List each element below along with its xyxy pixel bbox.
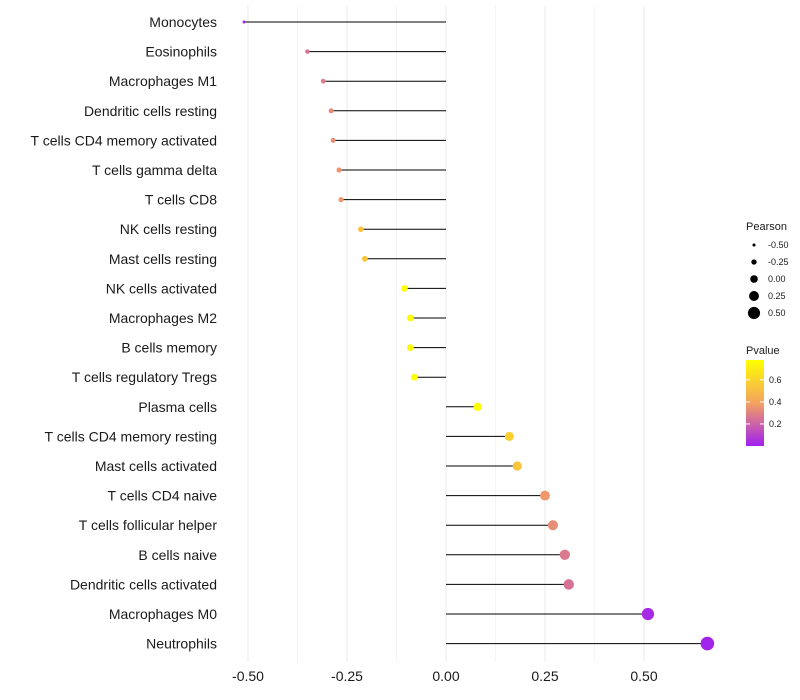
x-tick-label: -0.25 (331, 668, 363, 684)
size-legend-dot (747, 306, 761, 320)
category-label: Macrophages M0 (109, 606, 217, 622)
point (330, 137, 336, 143)
size-legend-title: Pearson (746, 221, 787, 233)
point (242, 20, 246, 24)
category-label: T cells CD4 memory resting (45, 428, 217, 444)
size-legend-dot (751, 259, 757, 265)
category-label: T cells CD4 memory activated (31, 132, 217, 148)
category-label: T cells follicular helper (79, 517, 218, 533)
category-label: Plasma cells (138, 399, 217, 415)
category-label: Mast cells activated (95, 458, 217, 474)
x-tick-label: 0.00 (432, 668, 459, 684)
category-label: T cells CD8 (145, 192, 217, 208)
point (320, 78, 326, 84)
category-label: T cells gamma delta (92, 162, 217, 178)
category-label: Dendritic cells activated (70, 576, 217, 592)
stems (244, 21, 708, 645)
category-label: B cells naive (138, 547, 217, 563)
size-legend-label: -0.25 (768, 257, 789, 267)
point (641, 607, 655, 621)
grid-lines (247, 6, 645, 662)
x-axis-ticks: -0.50 -0.25 0.00 0.25 0.50 (232, 668, 658, 684)
size-legend-label: -0.50 (768, 240, 789, 250)
point (563, 579, 574, 590)
category-label: T cells CD4 naive (108, 488, 218, 504)
size-legend-label: 0.50 (768, 308, 786, 318)
category-label: Eosinophils (145, 44, 217, 60)
x-tick-label: 0.25 (531, 668, 558, 684)
point (700, 636, 715, 651)
point (512, 461, 522, 471)
category-label: Neutrophils (146, 636, 217, 652)
point (336, 167, 342, 173)
point (328, 108, 334, 114)
category-label: Macrophages M2 (109, 310, 217, 326)
point (547, 520, 558, 531)
category-label: Mast cells resting (109, 251, 217, 267)
category-label: NK cells resting (120, 221, 217, 237)
point (358, 226, 364, 233)
point (410, 373, 418, 381)
color-legend-label: 0.6 (769, 375, 782, 385)
points (242, 20, 715, 651)
category-label: Dendritic cells resting (84, 103, 217, 119)
size-legend: Pearson -0.50 -0.25 0.00 0.25 0.50 (746, 221, 789, 320)
point (361, 255, 368, 262)
point (504, 431, 514, 441)
x-tick-label: -0.50 (232, 668, 264, 684)
point (540, 490, 550, 501)
size-legend-label: 0.00 (768, 274, 786, 284)
category-label: B cells memory (121, 340, 217, 356)
point (559, 549, 570, 560)
color-legend: Pvalue 0.2 0.4 0.6 (746, 345, 782, 446)
point (401, 285, 408, 292)
category-label: Monocytes (149, 14, 217, 30)
category-labels: Monocytes Eosinophils Macrophages M1 Dendri… (31, 14, 218, 652)
size-legend-label: 0.25 (768, 291, 786, 301)
category-label: NK cells activated (106, 280, 217, 296)
size-legend-dot (749, 291, 759, 301)
point (406, 314, 414, 322)
category-label: Macrophages M1 (109, 73, 217, 89)
color-bar (746, 360, 764, 446)
color-legend-label: 0.2 (769, 419, 782, 429)
size-legend-dot (752, 243, 756, 247)
point (473, 402, 482, 411)
color-legend-title: Pvalue (746, 345, 780, 357)
point (338, 196, 344, 203)
color-legend-label: 0.4 (769, 397, 782, 407)
point (305, 49, 310, 54)
category-label: T cells regulatory Tregs (72, 369, 217, 385)
size-legend-dot (750, 275, 758, 283)
x-tick-label: 0.50 (630, 668, 657, 684)
point (406, 344, 414, 352)
